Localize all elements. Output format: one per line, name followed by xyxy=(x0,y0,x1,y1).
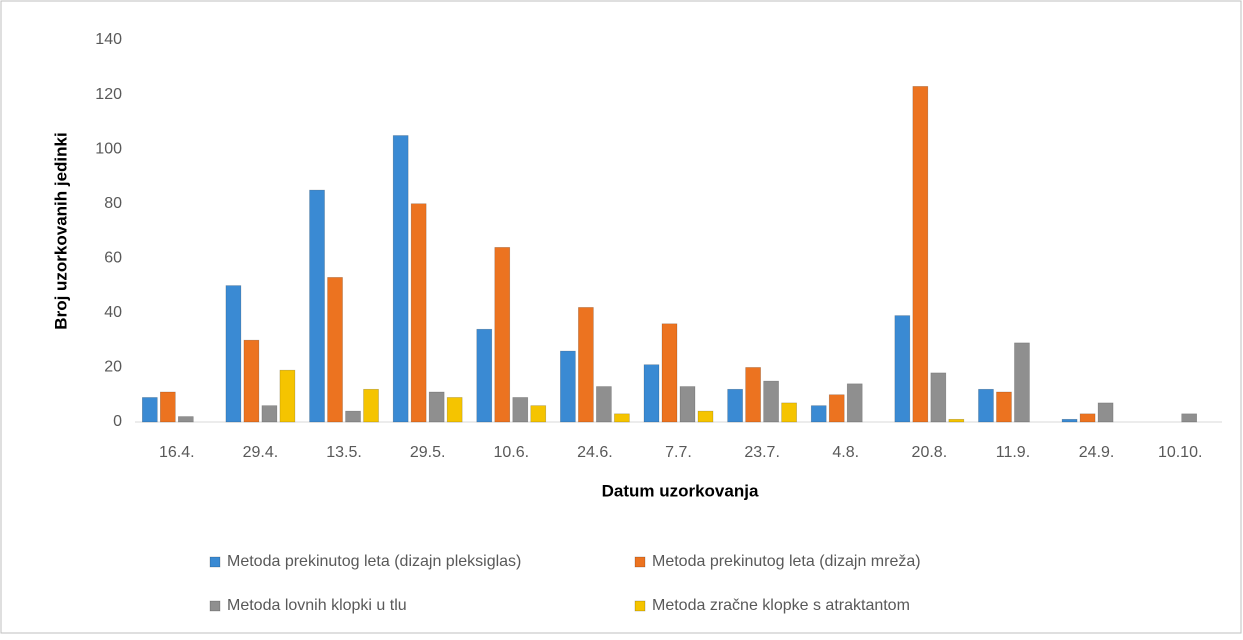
bar xyxy=(727,388,743,423)
bar xyxy=(428,391,445,423)
bar xyxy=(309,189,325,423)
bar xyxy=(1061,418,1078,423)
bar xyxy=(279,369,296,423)
legend-swatch xyxy=(634,556,646,568)
bar xyxy=(810,405,827,423)
bar xyxy=(745,367,761,423)
legend-swatch xyxy=(209,600,221,612)
bar xyxy=(530,405,547,423)
bar xyxy=(763,380,779,423)
bar xyxy=(643,364,660,423)
x-tick-label: 4.8. xyxy=(832,444,859,461)
bar xyxy=(614,413,630,423)
y-tick-label: 120 xyxy=(95,86,122,103)
bar xyxy=(560,350,576,423)
bar xyxy=(494,247,511,423)
bar xyxy=(679,386,696,423)
x-tick-label: 29.5. xyxy=(410,444,446,461)
bar xyxy=(828,394,845,423)
legend-label: Metoda prekinutog leta (dizajn mreža) xyxy=(652,553,921,570)
bar xyxy=(446,397,463,423)
legend-label: Metoda zračne klopke s atraktantom xyxy=(652,597,910,614)
x-tick-label: 29.4. xyxy=(243,444,279,461)
x-tick-label: 23.7. xyxy=(744,444,780,461)
x-tick-label: 24.6. xyxy=(577,444,613,461)
bar xyxy=(978,388,994,423)
bar xyxy=(1097,402,1114,423)
y-tick-label: 40 xyxy=(104,304,122,321)
bar xyxy=(781,402,797,423)
x-axis-label: Datum uzorkovanja xyxy=(602,481,759,500)
bar xyxy=(512,397,529,423)
y-tick-label: 20 xyxy=(104,359,122,376)
bar xyxy=(363,388,379,423)
bar xyxy=(846,383,863,423)
bar xyxy=(178,416,194,423)
bar xyxy=(661,323,678,423)
legend-label: Metoda lovnih klopki u tlu xyxy=(227,597,407,614)
x-tick-label: 7.7. xyxy=(665,444,692,461)
bar xyxy=(1079,413,1096,423)
legend-label: Metoda prekinutog leta (dizajn pleksigla… xyxy=(227,553,521,570)
bar xyxy=(160,391,176,423)
x-tick-label: 10.6. xyxy=(493,444,529,461)
bar xyxy=(410,203,427,423)
bar xyxy=(912,86,929,423)
bar xyxy=(142,397,158,423)
bar xyxy=(996,391,1012,423)
bar xyxy=(930,372,947,423)
bar xyxy=(1014,342,1030,423)
bar xyxy=(225,285,242,423)
y-axis-label: Broj uzorkovanih jedinki xyxy=(51,132,70,329)
bar xyxy=(596,386,612,423)
x-tick-label: 10.10. xyxy=(1158,444,1202,461)
x-tick-label: 16.4. xyxy=(159,444,195,461)
x-tick-label: 20.8. xyxy=(912,444,948,461)
y-tick-label: 80 xyxy=(104,195,122,212)
y-tick-label: 0 xyxy=(113,413,122,430)
bar xyxy=(261,405,278,423)
bar xyxy=(948,418,965,423)
bar xyxy=(697,410,714,423)
bar xyxy=(392,135,409,423)
x-tick-label: 13.5. xyxy=(326,444,362,461)
bar xyxy=(578,307,594,423)
bar xyxy=(243,339,260,423)
legend-swatch xyxy=(209,556,221,568)
bar xyxy=(345,410,361,423)
legend-swatch xyxy=(634,600,646,612)
bar xyxy=(327,277,343,423)
y-tick-label: 140 xyxy=(95,31,122,48)
y-tick-label: 60 xyxy=(104,250,122,267)
bar xyxy=(476,328,493,423)
x-tick-label: 11.9. xyxy=(996,444,1030,461)
bar xyxy=(894,315,911,423)
x-tick-label: 24.9. xyxy=(1079,444,1115,461)
bar xyxy=(1181,413,1197,423)
y-tick-label: 100 xyxy=(95,140,122,157)
